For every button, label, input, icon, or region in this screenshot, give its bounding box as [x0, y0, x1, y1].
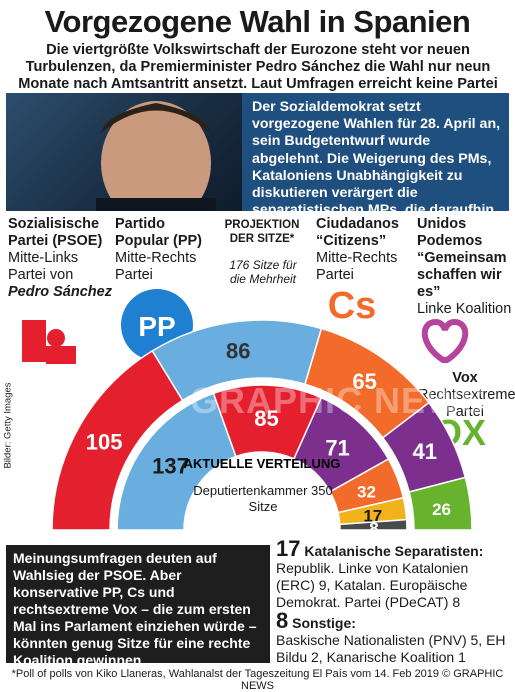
- vox-label: Vox Rechtsextreme Partei: [418, 370, 515, 421]
- psoe-name: Sozialisische Partei (PSOE): [8, 216, 103, 249]
- heart-icon: [421, 318, 469, 363]
- podemos-logo: [421, 318, 469, 363]
- others-title: Sonstige:: [292, 615, 356, 631]
- context-panel: Der Sozialdemokrat setzt vorgezogene Wah…: [242, 93, 509, 235]
- projection-value-up: 41: [413, 439, 437, 464]
- projection-value-cs: 65: [352, 369, 376, 394]
- current-value-other: 8: [369, 519, 378, 538]
- projection-value-psoe: 105: [86, 430, 123, 455]
- cs-logo: Cs: [328, 285, 377, 327]
- page-title: Vorgezogene Wahl in Spanien: [44, 4, 471, 39]
- psoe-logo: [22, 320, 76, 364]
- center-sub: Deputiertenkammer 350 Sitze: [193, 483, 333, 514]
- pp-label: Partido Popular (PP) Mitte-Rechts Partei: [115, 216, 210, 284]
- projection-value-vox: 26: [432, 500, 451, 519]
- others-count: 8: [276, 608, 289, 633]
- footer-source: *Poll of polls von Kiko Llaneras, Wahlan…: [11, 668, 504, 692]
- analysis-box: Meinungsumfragen deuten auf Wahlsieg der…: [6, 545, 270, 668]
- separatists-text: Republik. Linke von Katalonien (ERC) 9, …: [276, 560, 469, 610]
- watermark: GRAPHIC NEWS: [190, 380, 487, 421]
- majority-label: 176 Sitze für die Mehrheit: [229, 258, 297, 286]
- pp-desc: Mitte-Rechts Partei: [115, 250, 197, 283]
- projection-label: PROJEKTION DER SITZE*: [224, 219, 300, 245]
- psoe-logo-rose: [47, 329, 65, 347]
- projection-value-pp: 86: [226, 339, 250, 364]
- others-note: 8 Sonstige: Baskische Nationalisten (PNV…: [276, 610, 510, 666]
- context-text: Der Sozialdemokrat setzt vorgezogene Wah…: [252, 99, 501, 236]
- up-name: Unidos Podemos “Gemeinsam schaffen wir e…: [417, 216, 507, 300]
- vox-name: Vox: [452, 370, 478, 386]
- photo-pedro-sanchez: [6, 93, 242, 211]
- psoe-logo-hand: [22, 320, 46, 362]
- cs-desc: Mitte-Rechts Partei: [316, 250, 398, 283]
- current-segment-other: [338, 518, 408, 531]
- psoe-label: Sozialisische Partei (PSOE) Mitte-Links …: [8, 216, 116, 301]
- psoe-logo-base: [46, 346, 76, 364]
- center-label: AKTUELLE VERTEILUNG: [184, 456, 341, 471]
- psoe-leader: Pedro Sánchez: [8, 284, 112, 300]
- analysis-text: Meinungsumfragen deuten auf Wahlsieg der…: [13, 550, 257, 668]
- separatists-title: Katalanische Separatisten:: [304, 543, 484, 559]
- current-ring: 137 85 71 32 178: [116, 384, 408, 538]
- up-desc: Linke Koalition: [417, 301, 512, 317]
- image-credit: Bilder: Getty Images: [2, 382, 14, 469]
- cs-name: Ciudadanos “Citizens”: [316, 216, 399, 249]
- current-value-cs: 32: [357, 483, 376, 502]
- intro-text: Die viertgrößte Volkswirtschaft der Euro…: [18, 42, 498, 109]
- pp-logo-text: PP: [138, 311, 175, 342]
- vox-desc: Rechtsextreme Partei: [418, 387, 515, 420]
- others-text: Baskische Nationalisten (PNV) 5, EH Bild…: [276, 632, 506, 665]
- psoe-desc: Mitte-Links Partei von: [8, 250, 79, 283]
- cs-label: Ciudadanos “Citizens” Mitte-Rechts Parte…: [316, 216, 416, 284]
- separatists-note: 17 Katalanische Separatisten: Republik. …: [276, 538, 510, 611]
- separatists-count: 17: [276, 536, 301, 561]
- current-value-cat: 17: [363, 506, 382, 525]
- projection-ring: 105 86 65 41 26: [51, 319, 473, 531]
- projection-segment-vox: [408, 476, 473, 531]
- up-label: Unidos Podemos “Gemeinsam schaffen wir e…: [417, 216, 513, 318]
- current-value-up: 71: [325, 435, 349, 460]
- current-value-pp: 137: [152, 453, 189, 478]
- pp-name: Partido Popular (PP): [115, 216, 203, 249]
- current-value-psoe: 85: [254, 406, 278, 431]
